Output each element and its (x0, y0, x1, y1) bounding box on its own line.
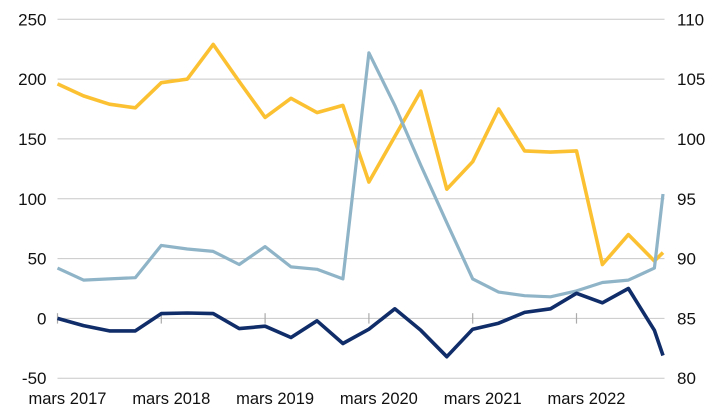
right-axis-labels: 110 105 100 95 90 85 80 (677, 10, 705, 388)
dark-navy-series-line (57, 286, 665, 359)
x-axis-tick-label: mars 2022 (548, 390, 626, 408)
right-axis-tick-label: 80 (677, 369, 696, 388)
left-axis-tick-label: 50 (28, 250, 47, 269)
right-axis-tick-label: 110 (677, 10, 704, 29)
gridlines (57, 18, 665, 379)
left-axis-tick-label: 200 (18, 70, 46, 89)
left-axis-tick-label: 0 (37, 309, 46, 328)
right-axis-tick-label: 105 (677, 70, 705, 89)
left-axis-tick-label: 150 (18, 130, 46, 149)
right-axis-tick-label: 100 (677, 130, 705, 149)
right-axis-tick-label: 85 (677, 309, 696, 328)
x-axis-tick-label: mars 2018 (132, 390, 210, 408)
x-axis-tick-label: mars 2017 (29, 390, 107, 408)
left-axis-labels: 250 200 150 100 50 0 -50 (18, 10, 46, 388)
x-axis-tick-label: mars 2019 (236, 390, 314, 408)
x-axis-tick-label: mars 2020 (340, 390, 418, 408)
left-axis-tick-label: -50 (22, 369, 47, 388)
x-axis-labels: mars 2017 mars 2018 mars 2019 mars 2020 mars… (29, 390, 626, 408)
yellow-series-line (56, 42, 665, 267)
right-axis-tick-label: 95 (677, 190, 696, 209)
left-axis-tick-label: 100 (18, 190, 46, 209)
right-axis-tick-label: 90 (677, 250, 696, 269)
left-axis-tick-label: 250 (18, 10, 46, 29)
x-axis-tick-marks (56, 313, 578, 324)
light-blue-series-line (56, 51, 665, 299)
x-axis-tick-label: mars 2021 (444, 390, 522, 408)
